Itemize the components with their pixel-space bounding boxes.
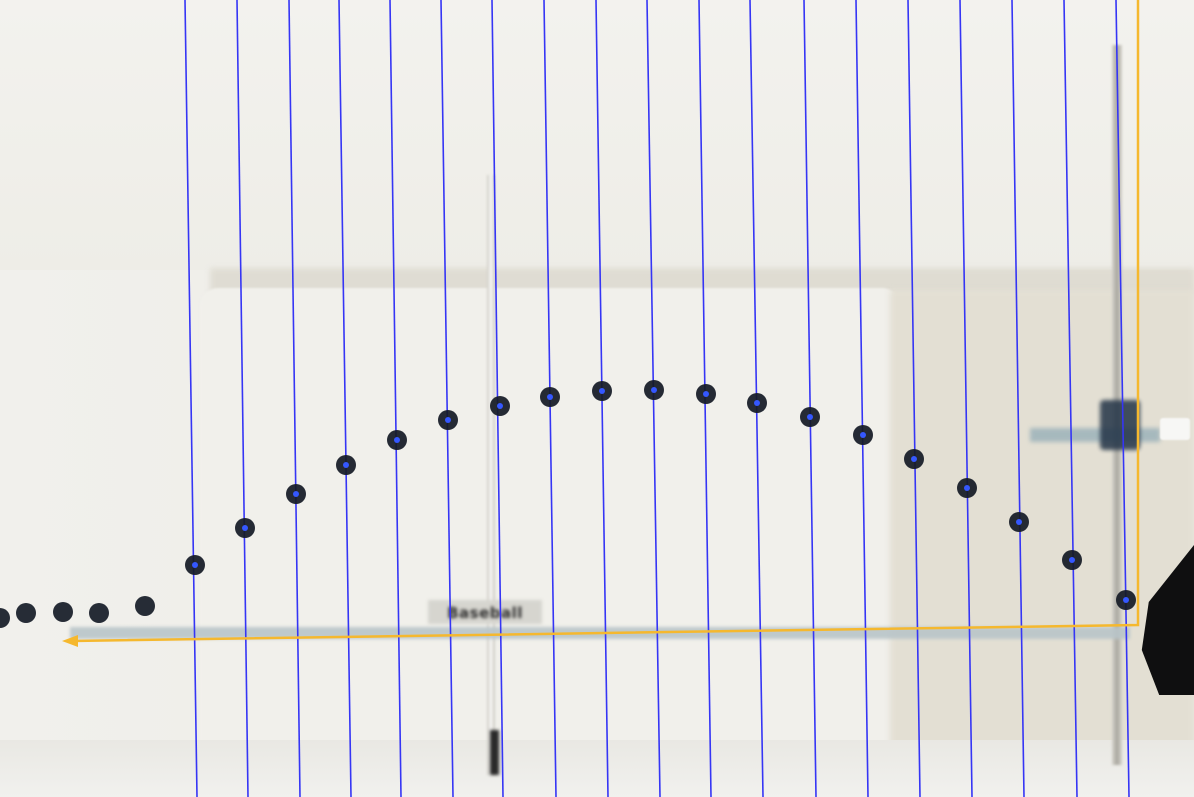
grid-line-18 <box>1063 0 1078 797</box>
trajectory-arrowhead <box>62 635 78 647</box>
ball-marker-8 <box>547 394 553 400</box>
ball-marker-6 <box>445 417 451 423</box>
trajectory-path <box>71 0 1140 643</box>
grid-line-14 <box>855 0 869 797</box>
resting-ball-3 <box>53 602 73 622</box>
ball-marker-10 <box>651 387 657 393</box>
ball-marker-17 <box>1016 519 1022 525</box>
ball-marker-15 <box>911 456 917 462</box>
center-rod <box>487 175 495 775</box>
grid-line-4 <box>338 0 352 797</box>
launcher-body <box>1100 400 1140 450</box>
ball-marker-11 <box>703 391 709 397</box>
resting-ball-2 <box>16 603 36 623</box>
resting-ball-5 <box>135 596 155 616</box>
grid-line-5 <box>389 0 402 797</box>
grid-line-17 <box>1011 0 1025 797</box>
ball-marker-2 <box>242 525 248 531</box>
grid-line-1 <box>184 0 198 797</box>
ball-positions <box>0 380 1136 628</box>
grid-line-19 <box>1115 0 1130 797</box>
ball-marker-12 <box>754 400 760 406</box>
resting-ball-4 <box>89 603 109 623</box>
sign-label: Baseball <box>447 604 523 622</box>
trajectory-outline <box>62 0 1140 647</box>
ball-marker-1 <box>192 562 198 568</box>
grid-line-13 <box>803 0 817 797</box>
ball-marker-4 <box>343 462 349 468</box>
ball-marker-7 <box>497 403 503 409</box>
ball-marker-5 <box>394 437 400 443</box>
floor <box>0 740 1194 797</box>
launcher-cap <box>1160 418 1190 440</box>
grid-line-15 <box>907 0 921 797</box>
grid-line-2 <box>236 0 249 797</box>
board-shadow <box>890 290 1194 760</box>
ball-marker-13 <box>807 414 813 420</box>
ball-marker-3 <box>293 491 299 497</box>
ball-marker-18 <box>1069 557 1075 563</box>
grid-line-6 <box>440 0 454 797</box>
grid-line-16 <box>959 0 973 797</box>
center-rod-base <box>490 730 499 775</box>
ball-marker-16 <box>964 485 970 491</box>
ball-marker-19 <box>1123 597 1129 603</box>
sign-plate <box>428 600 542 624</box>
grid-line-3 <box>288 0 301 797</box>
resting-ball-1 <box>0 608 10 628</box>
ball-marker-9 <box>599 388 605 394</box>
ball-marker-14 <box>860 432 866 438</box>
